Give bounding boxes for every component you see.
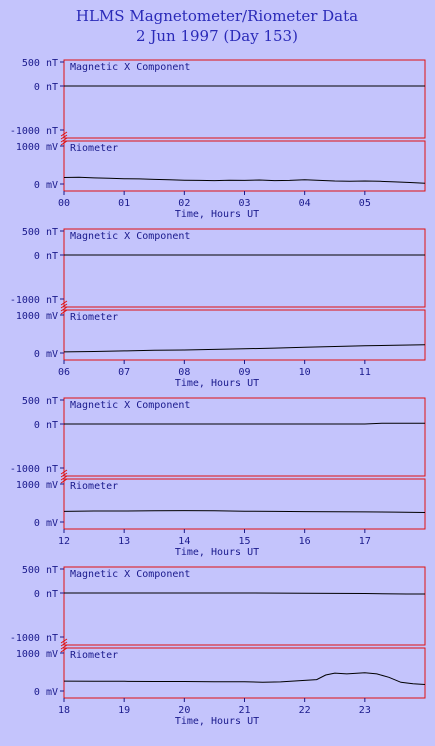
x-tick-label: 00: [58, 198, 70, 209]
chart-subtitle: 2 Jun 1997 (Day 153): [136, 27, 298, 45]
x-tick-label: 10: [299, 367, 311, 378]
x-tick-label: 02: [178, 198, 190, 209]
riometer-trace: [63, 672, 426, 685]
mag-tick-label: 0 nT: [34, 589, 58, 600]
magnetometer-frame: [63, 228, 426, 308]
axis-break-mark: [60, 131, 68, 143]
x-tick-label: 17: [359, 536, 371, 547]
riometer-label: Riometer: [70, 481, 118, 492]
x-axis-label: Time, Hours UT: [175, 547, 259, 558]
magnetometer-label: Magnetic X Component: [70, 569, 190, 580]
x-tick-label: 12: [58, 536, 70, 547]
x-tick-label: 07: [118, 367, 130, 378]
x-tick-label: 22: [299, 705, 311, 716]
x-tick-label: 09: [238, 367, 250, 378]
mag-tick-label: 500 nT: [22, 58, 58, 69]
axis-break-mark: [60, 303, 68, 315]
magnetometer-frame: [63, 566, 426, 646]
x-tick-label: 08: [178, 367, 190, 378]
magnetometer-trace: [64, 592, 425, 595]
x-tick-label: 20: [178, 705, 190, 716]
axis-break-mark: [60, 638, 68, 650]
mag-tick-label: 500 nT: [22, 565, 58, 576]
axis-break-mark: [60, 134, 68, 146]
magnetometer-trace: [64, 422, 425, 425]
magnetometer-frame: [63, 397, 426, 477]
axis-break-mark: [60, 469, 68, 481]
mag-tick-label: -1000 nT: [10, 295, 58, 306]
mag-tick-label: -1000 nT: [10, 464, 58, 475]
riometer-label: Riometer: [70, 143, 118, 154]
x-axis-label: Time, Hours UT: [175, 209, 259, 220]
x-tick-label: 01: [118, 198, 130, 209]
magnetometer-frame: [63, 59, 426, 139]
rio-tick-label: 1000 mV: [16, 480, 58, 491]
riometer-trace: [63, 176, 426, 184]
magnetometer-label: Magnetic X Component: [70, 231, 190, 242]
magnetometer-label: Magnetic X Component: [70, 62, 190, 73]
rio-tick-label: 1000 mV: [16, 649, 58, 660]
rio-tick-label: 1000 mV: [16, 311, 58, 322]
rio-tick-label: 0 mV: [34, 349, 58, 360]
x-tick-label: 14: [178, 536, 190, 547]
x-axis-label: Time, Hours UT: [175, 716, 259, 727]
x-tick-label: 21: [238, 705, 250, 716]
x-tick-label: 03: [238, 198, 250, 209]
x-tick-label: 06: [58, 367, 70, 378]
rio-tick-label: 0 mV: [34, 687, 58, 698]
x-tick-label: 11: [359, 367, 371, 378]
mag-tick-label: 0 nT: [34, 251, 58, 262]
panel-1: Magnetic X Component Riometer 500 nT 0 nT -1…: [10, 227, 426, 389]
rio-tick-label: 1000 mV: [16, 142, 58, 153]
panels-group: Magnetic X Component Riometer 500 nT 0 nT -1…: [10, 58, 426, 727]
mag-tick-label: 0 nT: [34, 420, 58, 431]
x-tick-label: 18: [58, 705, 70, 716]
x-tick-label: 23: [359, 705, 371, 716]
mag-tick-label: 500 nT: [22, 396, 58, 407]
panel-0: Magnetic X Component Riometer 500 nT 0 nT -1…: [10, 58, 426, 220]
x-tick-label: 04: [299, 198, 311, 209]
mag-tick-label: 0 nT: [34, 82, 58, 93]
riometer-label: Riometer: [70, 312, 118, 323]
rio-tick-label: 0 mV: [34, 180, 58, 191]
x-tick-label: 05: [359, 198, 371, 209]
chart-title: HLMS Magnetometer/Riometer Data: [76, 7, 358, 25]
riometer-trace: [63, 510, 426, 513]
riometer-trace: [63, 344, 426, 353]
mag-tick-label: -1000 nT: [10, 126, 58, 137]
rio-tick-label: 0 mV: [34, 518, 58, 529]
x-tick-label: 15: [238, 536, 250, 547]
x-axis-label: Time, Hours UT: [175, 378, 259, 389]
panel-2: Magnetic X Component Riometer 500 nT 0 nT -1…: [10, 396, 426, 558]
x-tick-label: 19: [118, 705, 130, 716]
riometer-label: Riometer: [70, 650, 118, 661]
axis-break-mark: [60, 472, 68, 484]
axis-break-mark: [60, 641, 68, 653]
magnetometer-label: Magnetic X Component: [70, 400, 190, 411]
mag-tick-label: 500 nT: [22, 227, 58, 238]
axis-break-mark: [60, 300, 68, 312]
panel-3: Magnetic X Component Riometer 500 nT 0 nT -1…: [10, 565, 426, 727]
x-tick-label: 16: [299, 536, 311, 547]
x-tick-label: 13: [118, 536, 130, 547]
mag-tick-label: -1000 nT: [10, 633, 58, 644]
